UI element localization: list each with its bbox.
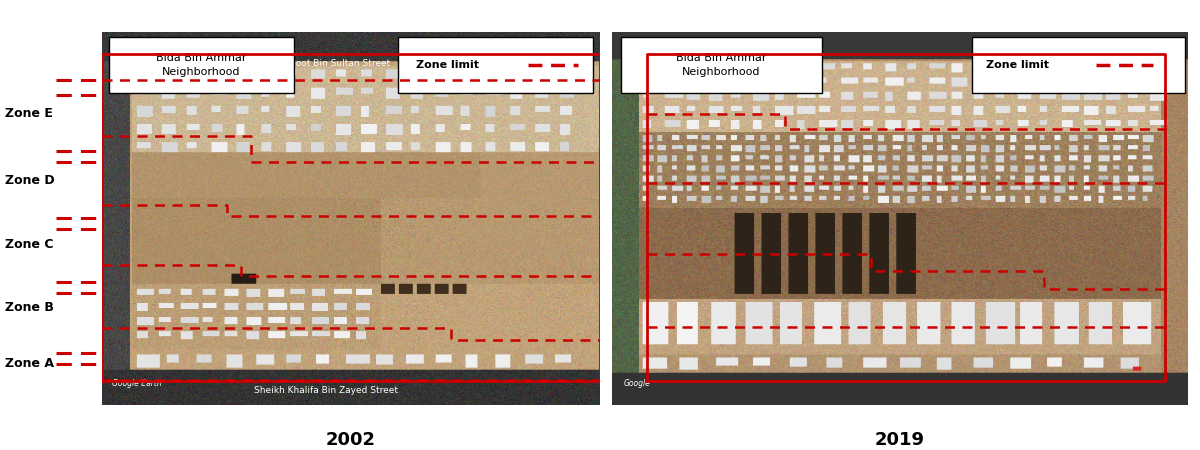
Text: Zone D: Zone D — [5, 175, 55, 187]
Text: Zone E: Zone E — [5, 107, 53, 120]
Text: Bida Bin Ammar
Neighborhood: Bida Bin Ammar Neighborhood — [676, 53, 767, 77]
Text: Zone limit: Zone limit — [415, 60, 479, 70]
Text: Zone C: Zone C — [5, 238, 54, 251]
FancyBboxPatch shape — [620, 37, 822, 93]
FancyBboxPatch shape — [972, 37, 1186, 93]
Text: Shakhboot Bin Sultan Street: Shakhboot Bin Sultan Street — [262, 59, 390, 68]
Text: Zone limit: Zone limit — [986, 60, 1050, 70]
Text: 2019: 2019 — [875, 431, 925, 449]
Text: Sheikh Khalifa Bin Zayed Street: Sheikh Khalifa Bin Zayed Street — [254, 386, 398, 395]
Text: Zone A: Zone A — [5, 357, 54, 370]
Text: Zone B: Zone B — [5, 302, 54, 315]
FancyBboxPatch shape — [109, 37, 294, 93]
Text: Bida Bin Ammar
Neighborhood: Bida Bin Ammar Neighborhood — [156, 53, 247, 77]
Text: 2002: 2002 — [326, 431, 376, 449]
Text: Google Earth: Google Earth — [112, 379, 162, 388]
Text: Google: Google — [624, 379, 650, 388]
FancyBboxPatch shape — [398, 37, 593, 93]
